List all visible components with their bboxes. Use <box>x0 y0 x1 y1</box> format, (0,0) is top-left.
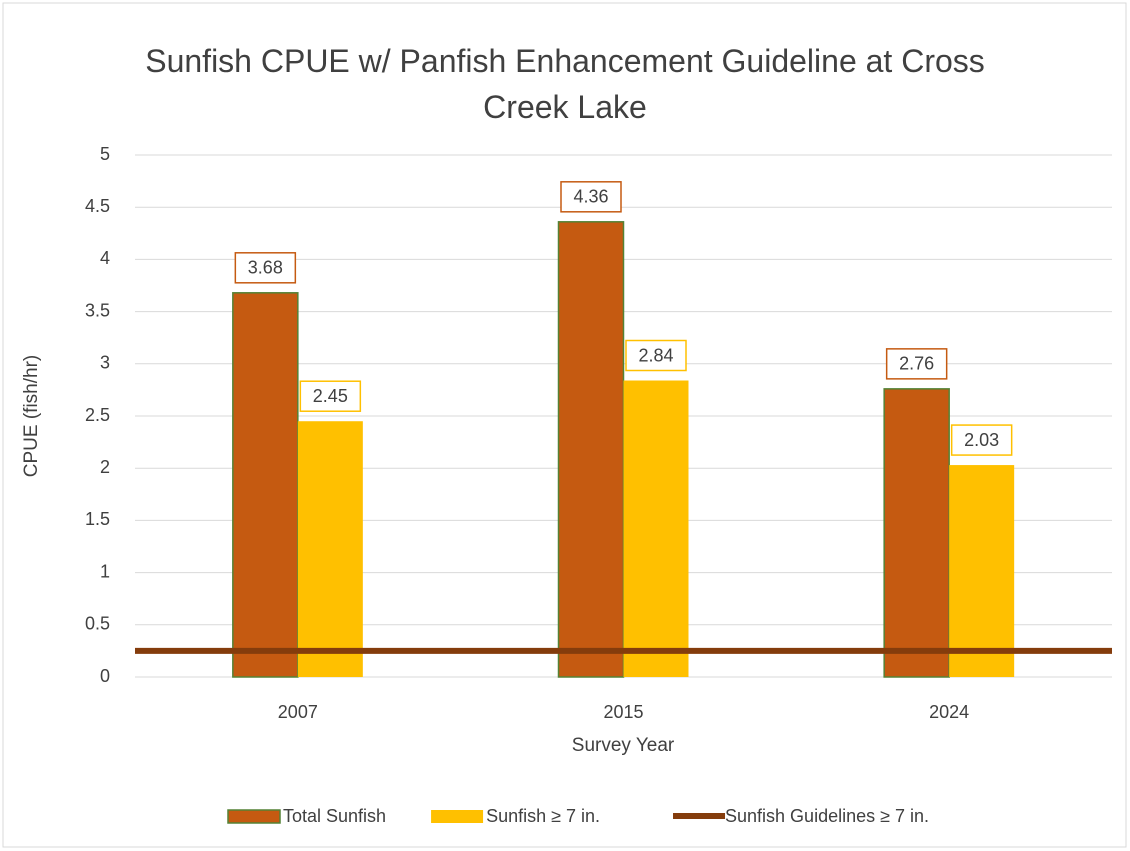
value-label-box <box>234 252 297 284</box>
y-tick-label: 4.5 <box>85 196 110 216</box>
value-label: 2.03 <box>964 430 999 450</box>
value-label-box <box>299 380 362 412</box>
x-tick-label: 2015 <box>603 702 643 722</box>
y-tick-label: 3 <box>100 353 110 373</box>
legend-label: Total Sunfish <box>283 806 386 826</box>
value-label: 2.84 <box>638 345 673 365</box>
x-tick-label: 2024 <box>929 702 969 722</box>
y-tick-label: 0.5 <box>85 614 110 634</box>
value-label: 2.45 <box>313 386 348 406</box>
value-label: 3.68 <box>248 258 283 278</box>
y-tick-label: 2.5 <box>85 405 110 425</box>
bar <box>623 380 689 677</box>
bar <box>949 465 1015 677</box>
bar <box>557 221 625 678</box>
y-tick-label: 4 <box>100 248 110 268</box>
y-tick-label: 5 <box>100 144 110 164</box>
value-label-box <box>885 348 948 380</box>
legend-label: Sunfish ≥ 7 in. <box>486 806 600 826</box>
value-label: 2.76 <box>899 354 934 374</box>
bar <box>883 388 950 678</box>
y-tick-label: 3.5 <box>85 300 110 320</box>
value-label-box <box>625 339 687 372</box>
legend-swatch <box>227 809 281 824</box>
y-tick-label: 1 <box>100 561 110 581</box>
value-label-box <box>560 181 622 213</box>
x-tick-label: 2007 <box>278 702 318 722</box>
y-axis-label: CPUE (fish/hr) <box>21 355 42 477</box>
legend-swatch <box>431 810 484 823</box>
y-tick-label: 0 <box>100 666 110 686</box>
value-label: 4.36 <box>573 187 608 207</box>
y-tick-label: 2 <box>100 457 110 477</box>
bar <box>297 421 363 677</box>
value-label-box <box>950 424 1013 456</box>
bar <box>232 292 299 678</box>
y-tick-label: 1.5 <box>85 509 110 529</box>
legend-label: Sunfish Guidelines ≥ 7 in. <box>725 806 929 826</box>
chart-title: Sunfish CPUE w/ Panfish Enhancement Guid… <box>145 43 985 125</box>
x-axis-label: Survey Year <box>572 735 675 756</box>
